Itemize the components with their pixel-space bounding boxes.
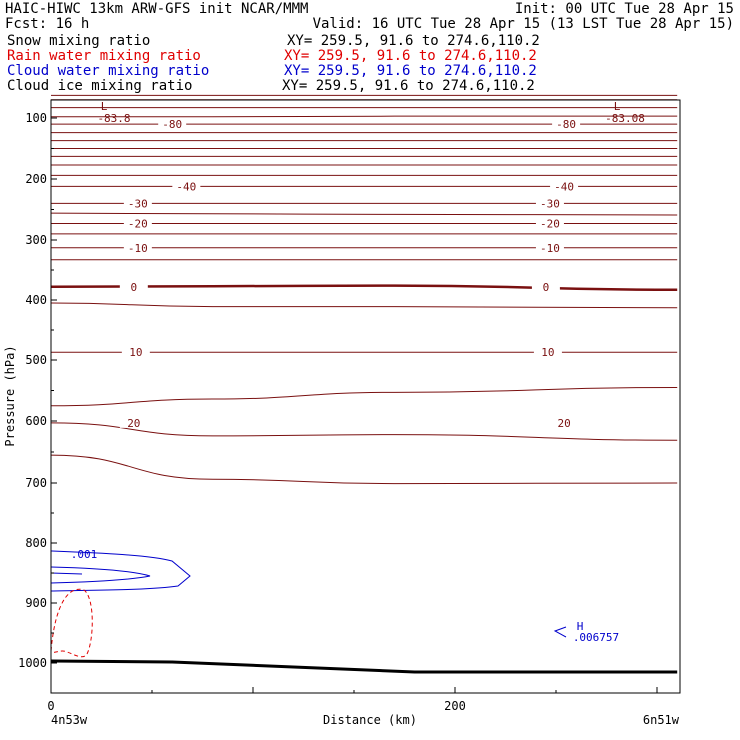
isotherm-lines [50,94,678,485]
y-axis: 100 200 300 400 500 600 700 800 900 1000 [18,111,57,670]
high-value: .006757 [573,631,619,644]
isotherm-label-bg [123,241,152,253]
isotherm-label-bg [123,197,152,209]
isotherm-label: -20 [540,218,560,231]
cloud-water-contour-core [50,572,83,575]
isotherm-line [50,386,678,407]
isotherm-label: -10 [540,242,560,255]
low-marker-right: L [614,100,621,113]
low-value-left: -83.8 [97,112,130,125]
legend-snow-xy: XY= 259.5, 91.6 to 274.6,110.2 [287,33,540,49]
legend-cloud-ice-xy: XY= 259.5, 91.6 to 274.6,110.2 [282,78,535,94]
low-value-right: -83.08 [605,112,645,125]
isotherm-label: 20 [557,417,570,430]
isotherm-label-bg [550,416,579,428]
plot-frame [50,99,681,694]
legend-cloud-water-xy: XY= 259.5, 91.6 to 274.6,110.2 [284,63,537,79]
isotherm-line [50,212,678,216]
isotherm-line [50,422,678,441]
isotherm-label-bg [121,346,150,358]
surface-pressure-line [50,659,678,674]
isotherm-line [50,302,678,309]
init-time: Init: 00 UTC Tue 28 Apr 15 [515,1,734,17]
low-marker-left: L [101,100,108,113]
isotherm-label-bg [535,217,564,229]
legend-rain-label: Rain water mixing ratio [7,48,201,64]
isotherm-label: -20 [128,218,148,231]
isotherm-label: 0 [543,281,550,294]
isotherm-label: -80 [556,118,576,131]
isotherm-label-bg [552,118,581,130]
chart-title: HAIC-HIWC 13km ARW-GFS init NCAR/MMM [5,1,308,17]
isotherm-label-bg [172,180,201,192]
isotherm-label: -80 [162,118,182,131]
y-tick-label: 400 [25,293,47,307]
x-tick-label: 200 [444,699,466,713]
isotherm-label-bg [119,280,148,292]
legend-snow-label: Snow mixing ratio [7,33,150,49]
isotherm-label-bg [119,416,148,428]
isotherm-label: -40 [554,180,574,193]
isotherm-label: 10 [541,346,554,359]
isotherm-label-bg [550,180,579,192]
rain-contour [50,588,93,658]
isotherm-label-bg [533,346,562,358]
isotherm-label: -30 [540,197,560,210]
legend-cloud-water-label: Cloud water mixing ratio [7,63,209,79]
cloud-water-contour-label: .001 [71,548,98,561]
y-tick-label: 800 [25,536,47,550]
legend-cloud-ice-label: Cloud ice mixing ratio [7,78,192,94]
x-tick-label: 0 [47,699,54,713]
isotherm-line [50,454,678,485]
x-endpoint-left: 4n53w [51,713,88,727]
isotherm-label-bg [158,118,187,130]
isotherm-labels: -80 -80 -40 -40 -30 -30 -20 -20 -10 -10 0 0 10 10 20 20 [119,118,581,430]
high-marker: H [577,620,584,633]
isotherm-label-bg [535,241,564,253]
y-tick-label: 300 [25,233,47,247]
x-axis-title: Distance (km) [323,713,417,727]
isotherm-label: 20 [127,417,140,430]
y-tick-label: 100 [25,111,47,125]
y-tick-label: 900 [25,596,47,610]
y-tick-label: 200 [25,172,47,186]
cloud-water-h-marker [553,626,567,638]
forecast-hour: Fcst: 16 h [5,16,89,32]
isotherm-label: -30 [128,197,148,210]
x-axis: 0 200 [47,687,658,713]
isotherm-label-bg [535,197,564,209]
isotherm-label: -40 [176,180,196,193]
cloud-water-contour-outer [50,550,191,592]
y-tick-label: 700 [25,476,47,490]
cloud-water-contour-inner [50,566,151,584]
isotherm-label: 0 [131,281,138,294]
cloud-water-contours [50,550,567,638]
isotherm-label: -10 [128,242,148,255]
isotherm-label-bg [123,217,152,229]
y-tick-label: 500 [25,353,47,367]
y-axis-title: Pressure (hPa) [3,345,17,446]
y-tick-label: 600 [25,414,47,428]
isotherm-label: 10 [129,346,142,359]
legend-rain-xy: XY= 259.5, 91.6 to 274.6,110.2 [284,48,537,64]
valid-time: Valid: 16 UTC Tue 28 Apr 15 (13 LST Tue … [313,16,734,32]
isotherm-label-bg [531,280,560,292]
x-endpoint-right: 6n51w [643,713,680,727]
y-tick-label: 1000 [18,656,47,670]
isotherm-line [50,115,678,118]
